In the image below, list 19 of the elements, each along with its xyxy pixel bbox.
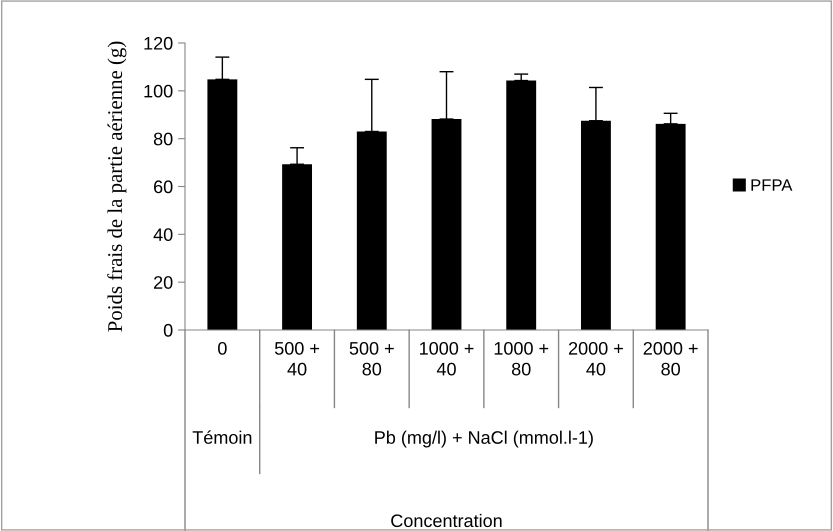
y-tick-label: 80 <box>154 132 172 146</box>
x-tick-label: 2000 + 80 <box>644 342 698 376</box>
text: Concentration <box>391 514 502 528</box>
y-axis-title: Poids frais de la partie aérienne (g) <box>107 42 126 332</box>
x-tick-label: 1000 + 80 <box>494 342 548 376</box>
y-tick-label: 60 <box>154 180 172 194</box>
legend-label: PFPA <box>751 179 792 191</box>
y-tick-label: 20 <box>154 276 172 289</box>
x-tick-label: 500 + 40 <box>274 342 320 376</box>
x-tick-label: 500 + 80 <box>350 342 394 376</box>
x-tick-label: 1000 + 40 <box>420 342 474 376</box>
y-tick-label: 0 <box>164 324 172 337</box>
text: Pb (mg/l) + NaCl (mmol.l-1) <box>375 430 593 448</box>
y-tick-label: 100 <box>144 84 172 98</box>
text: Témoin <box>192 430 252 444</box>
y-tick-label: 40 <box>154 228 172 242</box>
x-tick-label: 2000 + 40 <box>568 342 623 376</box>
x-tick-label: 0 <box>218 342 227 355</box>
y-tick-label: 120 <box>144 36 172 50</box>
